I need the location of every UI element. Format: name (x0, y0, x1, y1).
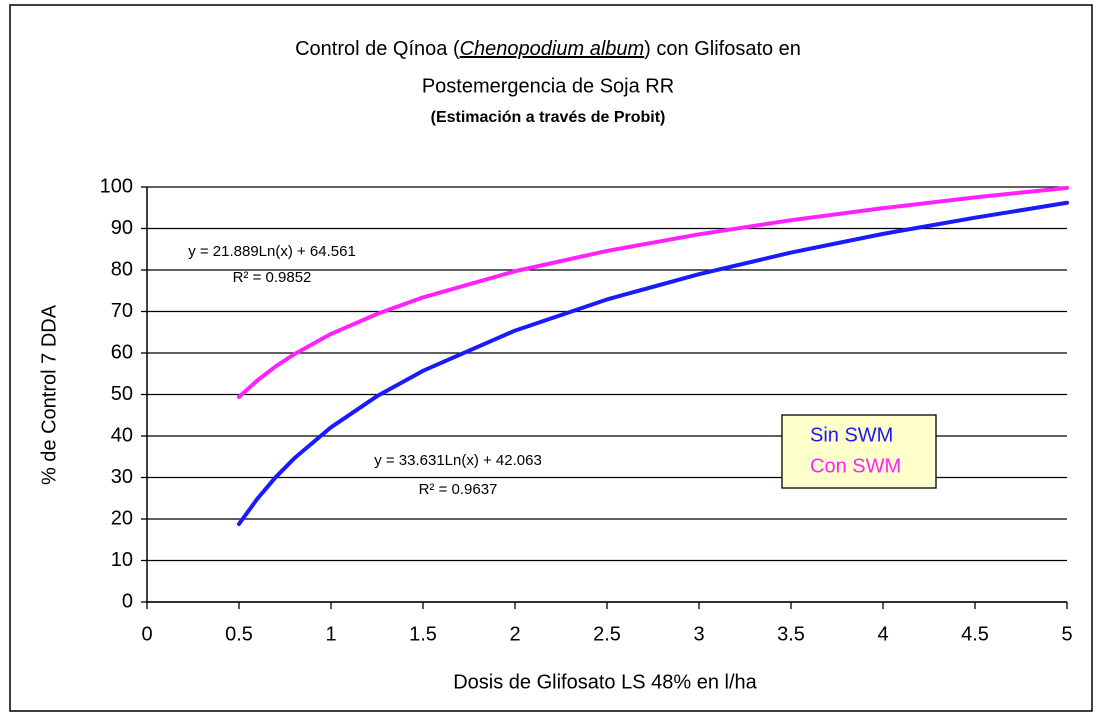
x-tick-label: 4 (877, 623, 888, 645)
title-part: Control de Qínoa ( (295, 38, 460, 60)
y-tick-label: 20 (111, 507, 133, 529)
legend-box (781, 414, 937, 489)
y-tick-label: 70 (111, 300, 133, 322)
x-tick-label: 4.5 (961, 623, 989, 645)
series-line (237, 185, 1069, 399)
x-tick-label: 1.5 (409, 623, 437, 645)
y-tick-label: 30 (111, 466, 133, 488)
x-tick-label: 5 (1061, 623, 1072, 645)
legend-entry: Sin SWM (810, 424, 893, 446)
y-tick-label: 50 (111, 383, 133, 405)
trendline-r2: R² = 0.9852 (233, 269, 312, 286)
y-tick-label: 10 (111, 549, 133, 571)
y-tick-label: 40 (111, 424, 133, 446)
x-tick-label: 1 (325, 623, 336, 645)
trendline-equation: y = 21.889Ln(x) + 64.561 (188, 243, 356, 260)
y-tick-label: 90 (111, 217, 133, 239)
title-part: Chenopodium album (460, 38, 645, 60)
x-tick-label: 3 (693, 623, 704, 645)
chart-subtitle: (Estimación a través de Probit) (431, 109, 666, 126)
chart-frame (9, 4, 1093, 712)
title-part: ) con Glifosato en (644, 38, 801, 60)
x-axis-title: Dosis de Glifosato LS 48% en l/ha (453, 671, 757, 693)
y-axis-title: % de Control 7 DDA (38, 304, 60, 485)
y-tick-label: 0 (122, 590, 133, 612)
x-tick-label: 2.5 (593, 623, 621, 645)
trendline-r2: R² = 0.9637 (419, 481, 498, 498)
y-tick-label: 100 (100, 175, 133, 197)
chart-title: Control de Qínoa (Chenopodium album) con… (295, 38, 801, 60)
y-tick-label: 60 (111, 341, 133, 363)
chart-title-line2: Postemergencia de Soja RR (422, 75, 674, 97)
x-tick-label: 2 (509, 623, 520, 645)
x-tick-label: 0 (141, 623, 152, 645)
legend: Sin SWM Con SWM (781, 414, 937, 489)
series-line (237, 200, 1069, 526)
x-tick-label: 0.5 (225, 623, 253, 645)
trendline-equation: y = 33.631Ln(x) + 42.063 (374, 452, 542, 469)
x-tick-label: 3.5 (777, 623, 805, 645)
legend-entry: Con SWM (810, 455, 901, 477)
y-tick-label: 80 (111, 258, 133, 280)
